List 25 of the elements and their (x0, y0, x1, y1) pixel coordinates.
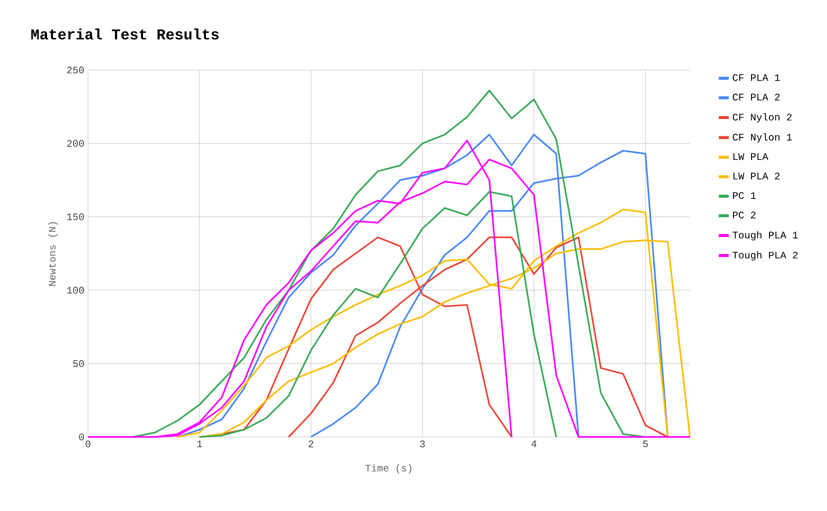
legend-label: CF Nylon 1 (732, 133, 792, 143)
legend-label: PC 2 (733, 212, 756, 218)
legend-label: PC 1 (733, 192, 756, 199)
legend-label: CF Nylon 2 (732, 113, 792, 122)
x-tick-label: 4 (531, 440, 536, 448)
x-axis-title: Time (s) (365, 464, 412, 474)
legend-label: Tough PLA 1 (732, 231, 798, 240)
legend-label: LW PLA 2 (733, 172, 780, 180)
y-tick-label: 200 (67, 140, 84, 147)
y-tick-label: 250 (67, 66, 84, 74)
y-axis-title: Newtons (N) (48, 222, 58, 286)
legend-label: Tough PLA 2 (732, 251, 798, 260)
y-tick-label: 150 (67, 213, 84, 220)
y-tick-label: 50 (73, 360, 84, 367)
x-tick-label: 3 (420, 440, 425, 448)
y-tick-label: 0 (79, 434, 84, 440)
legend-label: CF PLA 2 (732, 94, 780, 100)
chart-title: Material Test Results (31, 28, 219, 40)
x-tick-label: 1 (197, 440, 202, 448)
legend-label: LW PLA (733, 153, 768, 160)
legend-label: CF PLA 1 (732, 74, 780, 81)
x-tick-label: 0 (86, 440, 90, 448)
x-tick-label: 2 (308, 440, 314, 448)
x-tick-label: 5 (643, 440, 648, 448)
y-tick-label: 100 (67, 286, 84, 294)
